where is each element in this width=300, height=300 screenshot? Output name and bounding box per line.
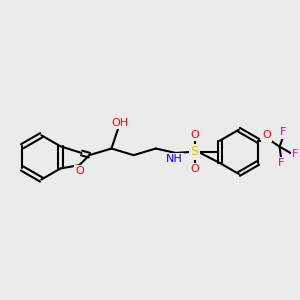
- Text: F: F: [280, 128, 286, 137]
- Text: NH: NH: [166, 154, 183, 164]
- Text: O: O: [75, 166, 84, 176]
- Text: F: F: [292, 149, 298, 159]
- Text: S: S: [190, 145, 199, 158]
- Text: O: O: [190, 130, 199, 140]
- Text: F: F: [278, 158, 284, 168]
- Text: O: O: [262, 130, 271, 140]
- Text: OH: OH: [111, 118, 128, 128]
- Text: O: O: [190, 164, 199, 174]
